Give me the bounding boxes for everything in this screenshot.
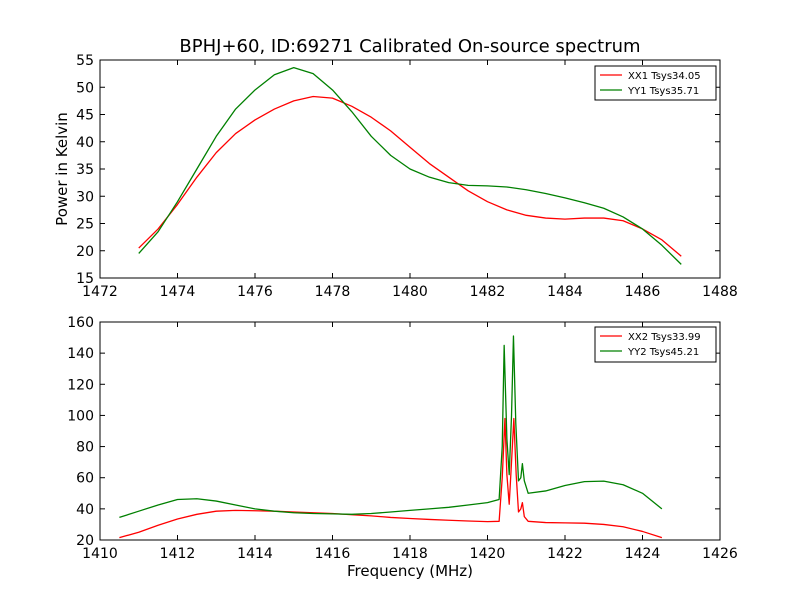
- y-tick-label: 15: [76, 271, 94, 287]
- x-tick-label: 1412: [160, 546, 196, 562]
- x-tick-label: 1478: [315, 284, 351, 300]
- legend-box: [594, 326, 717, 363]
- x-tick-label: 1472: [82, 284, 118, 300]
- y-tick-label: 50: [76, 80, 94, 96]
- y-tick-label: 20: [76, 244, 94, 260]
- y-tick-label: 120: [67, 377, 94, 393]
- chart-title: BPHJ+60, ID:69271 Calibrated On-source s…: [179, 36, 640, 57]
- x-tick-label: 1418: [392, 546, 428, 562]
- y-axis-label: Power in Kelvin: [53, 112, 71, 226]
- y-tick-label: 80: [76, 440, 94, 456]
- x-tick-label: 1426: [702, 546, 738, 562]
- legend-box: [594, 65, 717, 101]
- x-tick-label: 1488: [702, 284, 738, 300]
- y-tick-label: 40: [76, 135, 94, 151]
- x-tick-label: 1486: [625, 284, 661, 300]
- series-line-1: [119, 417, 663, 539]
- x-tick-label: 1424: [625, 546, 661, 562]
- y-tick-label: 30: [76, 189, 94, 205]
- y-tick-label: 40: [76, 502, 94, 518]
- y-tick-label: 25: [76, 217, 94, 233]
- y-tick-label: 60: [76, 471, 94, 487]
- x-tick-label: 1474: [160, 284, 196, 300]
- y-tick-label: 20: [76, 533, 94, 549]
- series-line-2: [119, 335, 663, 519]
- y-tick-label: 35: [76, 162, 94, 178]
- x-tick-label: 1484: [547, 284, 583, 300]
- series-line-2: [138, 66, 682, 265]
- x-tick-label: 1476: [237, 284, 273, 300]
- legend-label-2: YY2 Tsys45.21: [627, 347, 699, 358]
- x-tick-label: 1410: [82, 546, 118, 562]
- y-tick-label: 140: [67, 346, 94, 362]
- x-tick-label: 1480: [392, 284, 428, 300]
- y-tick-label: 55: [76, 53, 94, 69]
- chart-panel-1: 1472 1474 1476 1478 1480 1482 1484 1486 1488 15 20…: [53, 36, 738, 300]
- x-axis-label: Frequency (MHz): [347, 562, 473, 580]
- legend: XX2 Tsys33.99 YY2 Tsys45.21: [594, 326, 717, 363]
- legend-label-1: XX2 Tsys33.99: [628, 332, 701, 343]
- x-tick-label: 1482: [470, 284, 506, 300]
- x-tick-label: 1422: [547, 546, 583, 562]
- series-line-1: [138, 95, 682, 257]
- x-tick-label: 1416: [315, 546, 351, 562]
- x-tick-label: 1420: [470, 546, 506, 562]
- legend-label-1: XX1 Tsys34.05: [628, 71, 701, 82]
- y-tick-label: 160: [67, 315, 94, 331]
- y-tick-label: 45: [76, 108, 94, 124]
- y-tick-label: 100: [67, 408, 94, 424]
- legend-label-2: YY1 Tsys35.71: [627, 86, 699, 97]
- chart-panel-2: 1410 1412 1414 1416 1418 1420 1422 1424 1426 20 40…: [67, 315, 738, 580]
- x-tick-label: 1414: [237, 546, 273, 562]
- legend: XX1 Tsys34.05 YY1 Tsys35.71: [594, 65, 717, 101]
